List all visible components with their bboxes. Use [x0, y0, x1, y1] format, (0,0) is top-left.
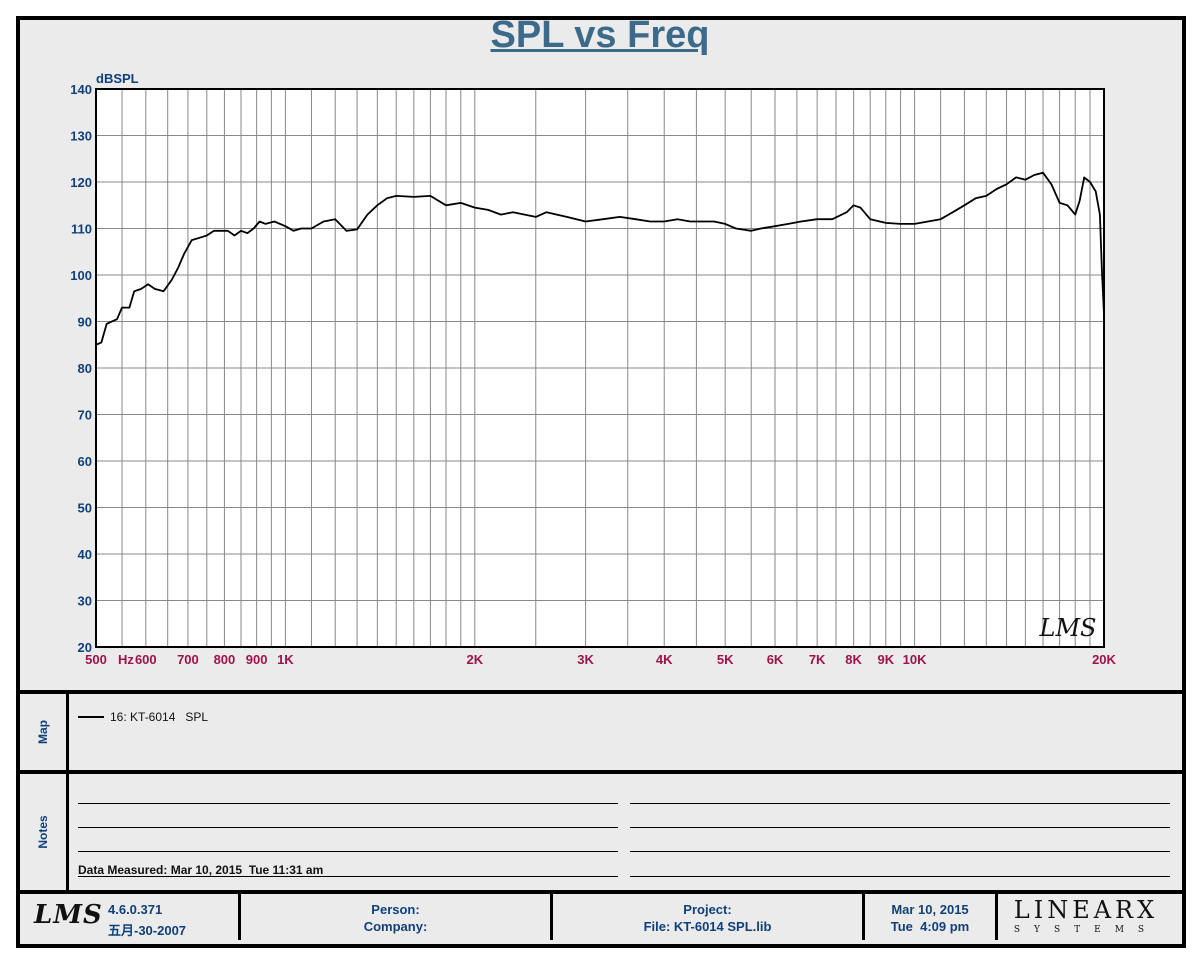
company-label: Company: — [363, 919, 428, 934]
y-tick-label: 40 — [78, 547, 92, 562]
x-tick-label: 800 — [214, 652, 236, 667]
linearx-brand: LINEARX SYSTEMS — [998, 896, 1174, 942]
brand-main: LINEARX — [1013, 896, 1159, 924]
plot-border — [95, 88, 1105, 648]
footer-divider — [238, 894, 241, 940]
data-measured-text: Data Measured: Mar 10, 2015 Tue 11:31 am — [78, 863, 324, 877]
note-line — [630, 803, 1170, 804]
y-tick-label: 60 — [78, 454, 92, 469]
notes-label: Notes — [36, 815, 50, 849]
legend-swatch — [78, 716, 104, 718]
y-tick-label: 100 — [70, 268, 92, 283]
x-tick-label: 9K — [877, 652, 894, 667]
y-axis-unit: dBSPL — [96, 71, 139, 86]
note-line — [78, 803, 618, 804]
footer-person-cell: Person: Company: — [241, 894, 553, 940]
legend: 16: KT-6014 SPL — [78, 710, 208, 724]
note-line — [78, 876, 618, 877]
note-line — [630, 851, 1170, 852]
y-tick-label: 80 — [78, 361, 92, 376]
x-tick-label: 7K — [809, 652, 826, 667]
y-tick-label: 30 — [78, 594, 92, 609]
brand-sub: SYSTEMS — [1013, 925, 1159, 935]
footer-date: Mar 10, 2015 — [891, 902, 969, 917]
x-tick-label: 3K — [577, 652, 594, 667]
x-tick-label: 8K — [845, 652, 862, 667]
chart-title: SPL vs Freq — [490, 14, 710, 56]
divider-footer-top — [16, 890, 1182, 894]
x-tick-label: 700 — [177, 652, 199, 667]
y-tick-labels: 20 30 40 50 60 70 80 90 100 110 120 130 140 — [70, 82, 92, 655]
footer-version-cell: LMS 4.6.0.371 五月-30-2007 — [20, 894, 241, 940]
map-label: Map — [36, 720, 50, 744]
divider-notes-top — [16, 770, 1182, 774]
x-axis-unit: Hz — [118, 652, 134, 667]
x-tick-label: 900 — [246, 652, 268, 667]
note-line — [78, 851, 618, 852]
y-tick-label: 50 — [78, 501, 92, 516]
person-label: Person: — [371, 902, 420, 917]
spl-series-line — [95, 171, 1105, 346]
version-number: 4.6.0.371 — [108, 902, 163, 917]
x-tick-label: 1K — [277, 652, 294, 667]
footer-date-cell: Mar 10, 2015 Tue 4:09 pm — [865, 894, 998, 940]
y-tick-label: 110 — [71, 222, 92, 237]
legend-entry: 16: KT-6014 SPL — [110, 710, 209, 724]
note-line — [630, 876, 1170, 877]
y-tick-label: 70 — [78, 408, 92, 423]
x-tick-label: 6K — [767, 652, 784, 667]
lms-watermark: LMS — [1039, 614, 1097, 642]
x-tick-label: 4K — [656, 652, 673, 667]
lms-logo: LMS — [34, 900, 103, 930]
x-tick-label: 600 — [135, 652, 157, 667]
project-label: Project: — [683, 902, 732, 917]
notes-section-label: Notes — [20, 774, 69, 890]
x-tick-label: 20K — [1092, 652, 1116, 667]
y-tick-label: 90 — [78, 315, 92, 330]
file-label: File: KT-6014 SPL.lib — [643, 919, 772, 934]
y-tick-label: 20 — [78, 640, 92, 655]
note-line — [78, 827, 618, 828]
x-tick-label: 2K — [466, 652, 483, 667]
y-tick-label: 120 — [70, 175, 92, 190]
version-date: 五月-30-2007 — [108, 923, 187, 938]
footer-time: Tue 4:09 pm — [890, 919, 970, 934]
x-tick-label: 5K — [717, 652, 734, 667]
note-line — [630, 827, 1170, 828]
y-tick-label: 130 — [70, 129, 92, 144]
x-tick-label: 500 — [85, 652, 107, 667]
grid-vertical — [95, 89, 1105, 647]
x-tick-label: 10K — [903, 652, 927, 667]
divider-map-top — [16, 690, 1182, 694]
y-tick-label: 140 — [70, 82, 92, 97]
x-tick-labels: 500 600 700 800 900 1K 2K 3K 4K 5K 6K 7K 8K 9K 10K 20K — [85, 652, 1116, 667]
footer-project-cell: Project: File: KT-6014 SPL.lib — [553, 894, 865, 940]
map-section-label: Map — [20, 694, 69, 770]
